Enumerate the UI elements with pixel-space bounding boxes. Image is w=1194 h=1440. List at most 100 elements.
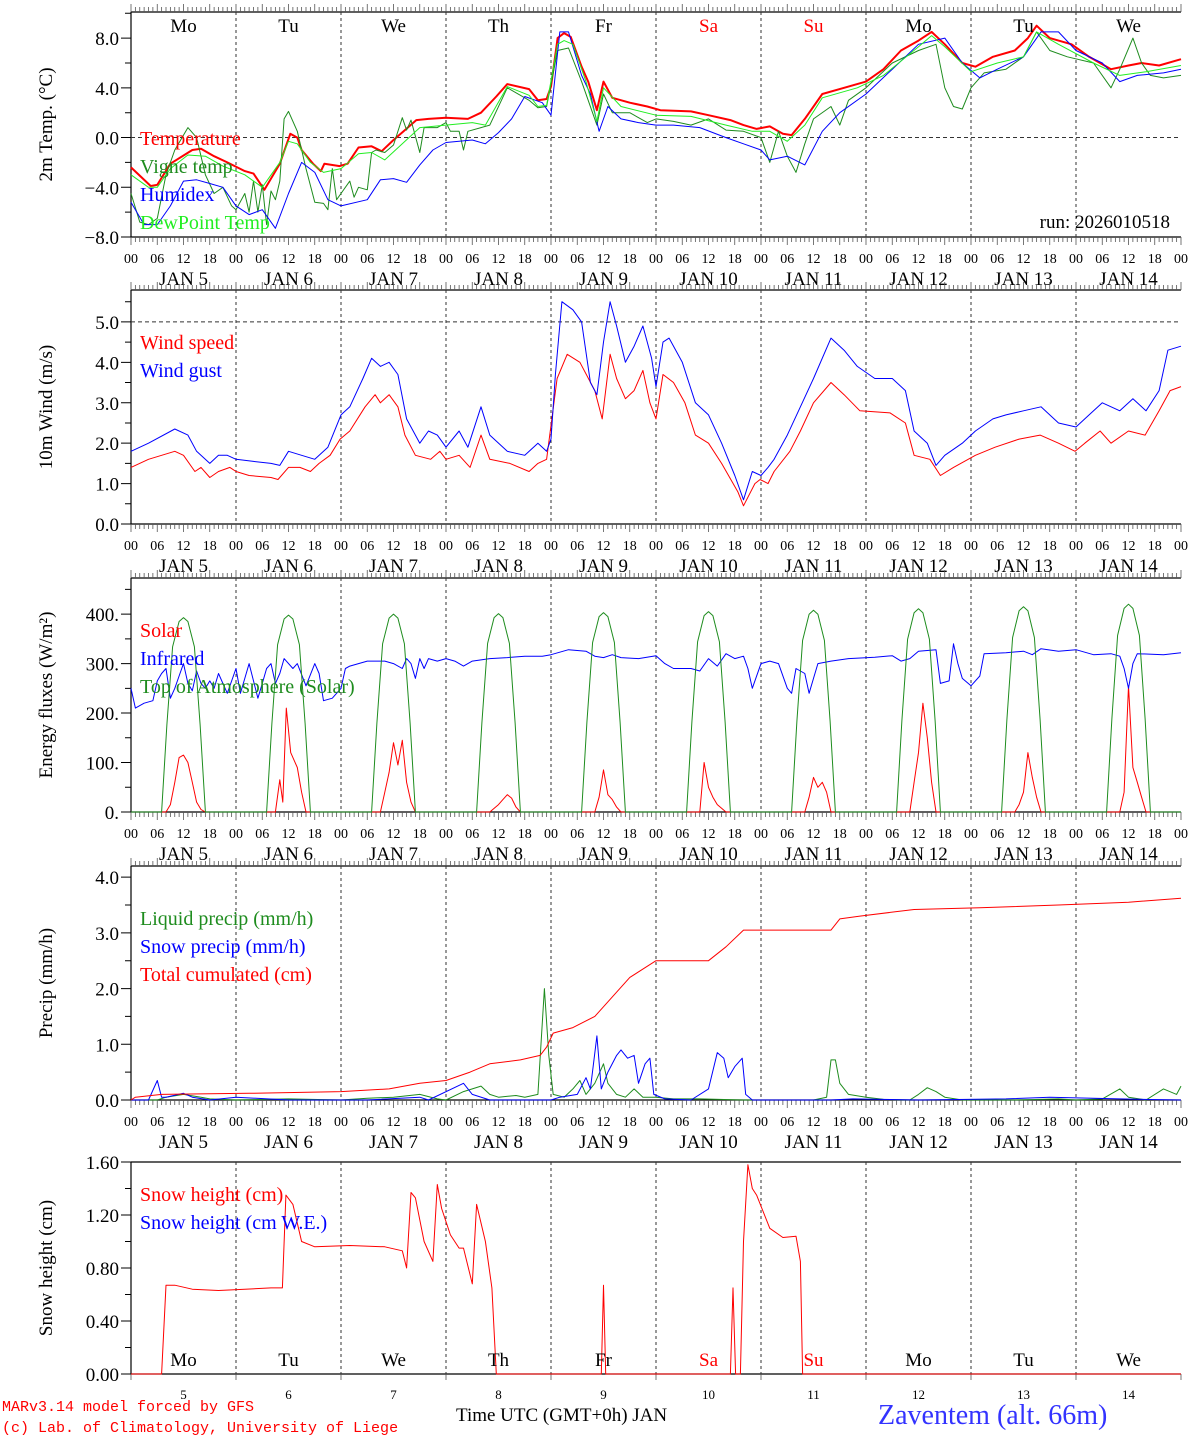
x-tick-label: 12 <box>282 539 296 554</box>
date-label: JAN 13 <box>994 269 1053 290</box>
x-tick-label: 18 <box>413 539 427 554</box>
x-tick-label: 06 <box>780 252 794 267</box>
date-label: JAN 9 <box>579 556 628 577</box>
date-number: 9 <box>600 1387 607 1402</box>
day-name: Sa <box>699 1350 719 1371</box>
y-tick-label: 0.80 <box>86 1259 119 1280</box>
x-tick-label: 18 <box>308 827 322 842</box>
x-tick-label: 00 <box>754 252 768 267</box>
x-tick-label: 00 <box>124 539 138 554</box>
x-tick-label: 18 <box>308 539 322 554</box>
x-tick-label: 00 <box>544 539 558 554</box>
date-label: JAN 9 <box>579 844 628 865</box>
x-tick-label: 06 <box>150 252 164 267</box>
x-tick-label: 00 <box>439 252 453 267</box>
x-tick-label: 06 <box>885 539 899 554</box>
x-tick-label: 06 <box>360 539 374 554</box>
day-name: Mo <box>905 1350 931 1371</box>
x-tick-label: 18 <box>308 252 322 267</box>
series-line-snow-height-cm- <box>131 1164 1181 1375</box>
x-tick-label: 12 <box>492 252 506 267</box>
y-ticks <box>121 1161 131 1375</box>
x-tick-label: 18 <box>623 539 637 554</box>
station-name: Zaventem (alt. 66m) <box>878 1400 1108 1431</box>
x-tick-label: 06 <box>570 1115 584 1130</box>
day-name: Tu <box>278 1350 299 1371</box>
x-tick-label: 12 <box>177 1115 191 1130</box>
y-ticks <box>121 588 131 813</box>
series-line-solar <box>131 685 1181 813</box>
x-tick-label: 00 <box>649 539 663 554</box>
x-minor-ticks <box>130 570 1182 820</box>
x-tick-label: 06 <box>255 539 269 554</box>
x-tick-label: 00 <box>754 827 768 842</box>
day-name: Th <box>488 16 510 37</box>
x-tick-label: 06 <box>360 1115 374 1130</box>
x-tick-label: 18 <box>938 827 952 842</box>
x-tick-label: 18 <box>728 252 742 267</box>
date-number: 12 <box>912 1387 925 1402</box>
date-label: JAN 5 <box>159 556 208 577</box>
x-tick-label: 18 <box>413 827 427 842</box>
x-tick-label: 06 <box>675 1115 689 1130</box>
date-label: JAN 6 <box>264 1132 313 1153</box>
series-line-total-cumulated-cm- <box>130 897 1182 1101</box>
x-tick-label: 18 <box>203 252 217 267</box>
x-tick-label: 12 <box>597 539 611 554</box>
date-number: 14 <box>1122 1387 1136 1402</box>
x-tick-label: 00 <box>544 252 558 267</box>
x-tick-label: 06 <box>150 1115 164 1130</box>
legend-entry: Snow precip (mm/h) <box>140 936 306 958</box>
x-tick-label: 06 <box>1095 252 1109 267</box>
y-tick-label: 0. <box>105 803 119 824</box>
x-tick-label: 00 <box>229 252 243 267</box>
x-tick-label: 06 <box>360 827 374 842</box>
date-label: JAN 11 <box>785 1132 843 1153</box>
x-tick-label: 06 <box>990 1115 1004 1130</box>
x-tick-label: 00 <box>1174 252 1188 267</box>
x-tick-label: 06 <box>990 539 1004 554</box>
x-tick-label: 12 <box>702 1115 716 1130</box>
x-tick-label: 00 <box>859 252 873 267</box>
x-tick-label: 00 <box>649 252 663 267</box>
date-label: JAN 9 <box>579 269 628 290</box>
series-line-humidex <box>130 31 1182 229</box>
x-tick-label: 06 <box>885 1115 899 1130</box>
day-name: Sa <box>699 16 719 37</box>
x-tick-label: 12 <box>1017 539 1031 554</box>
legend-entry: DewPoint Temp <box>140 212 270 234</box>
day-name: Su <box>803 1350 824 1371</box>
date-label: JAN 5 <box>159 1132 208 1153</box>
x-tick-label: 00 <box>649 1115 663 1130</box>
day-name: We <box>1116 16 1141 37</box>
legend-entry: Humidex <box>140 184 214 206</box>
legend-entry: Snow height (cm W.E.) <box>140 1212 327 1234</box>
x-tick-label: 12 <box>1122 827 1136 842</box>
y-ticks <box>121 876 131 1101</box>
series-line-liquid-precip-mm-h- <box>131 988 1182 1101</box>
date-label: JAN 14 <box>1099 844 1158 865</box>
x-tick-label: 18 <box>728 827 742 842</box>
date-label: JAN 8 <box>474 556 523 577</box>
x-tick-label: 18 <box>938 1115 952 1130</box>
y-tick-label: 1.20 <box>86 1206 119 1227</box>
x-tick-label: 00 <box>964 827 978 842</box>
x-tick-label: 06 <box>255 252 269 267</box>
x-tick-label: 00 <box>859 827 873 842</box>
x-tick-label: 18 <box>728 539 742 554</box>
y-tick-label: 0.40 <box>86 1312 119 1333</box>
series-line-infrared <box>130 643 1182 709</box>
model-credit: MARv3.14 model forced by GFS <box>2 1399 255 1416</box>
x-tick-label: 18 <box>1043 827 1057 842</box>
date-label: JAN 14 <box>1099 1132 1158 1153</box>
date-number: 6 <box>285 1387 292 1402</box>
y-tick-label: 3.0 <box>95 924 119 945</box>
panel-5 <box>121 1161 1182 1380</box>
y-tick-label: 1.0 <box>95 475 119 496</box>
x-tick-label: 12 <box>702 827 716 842</box>
date-label: JAN 12 <box>889 556 948 577</box>
y-axis-label: Precip (mm/h) <box>36 928 57 1038</box>
legend-entry: Liquid precip (mm/h) <box>140 908 313 930</box>
x-tick-label: 18 <box>938 539 952 554</box>
date-label: JAN 10 <box>679 844 738 865</box>
